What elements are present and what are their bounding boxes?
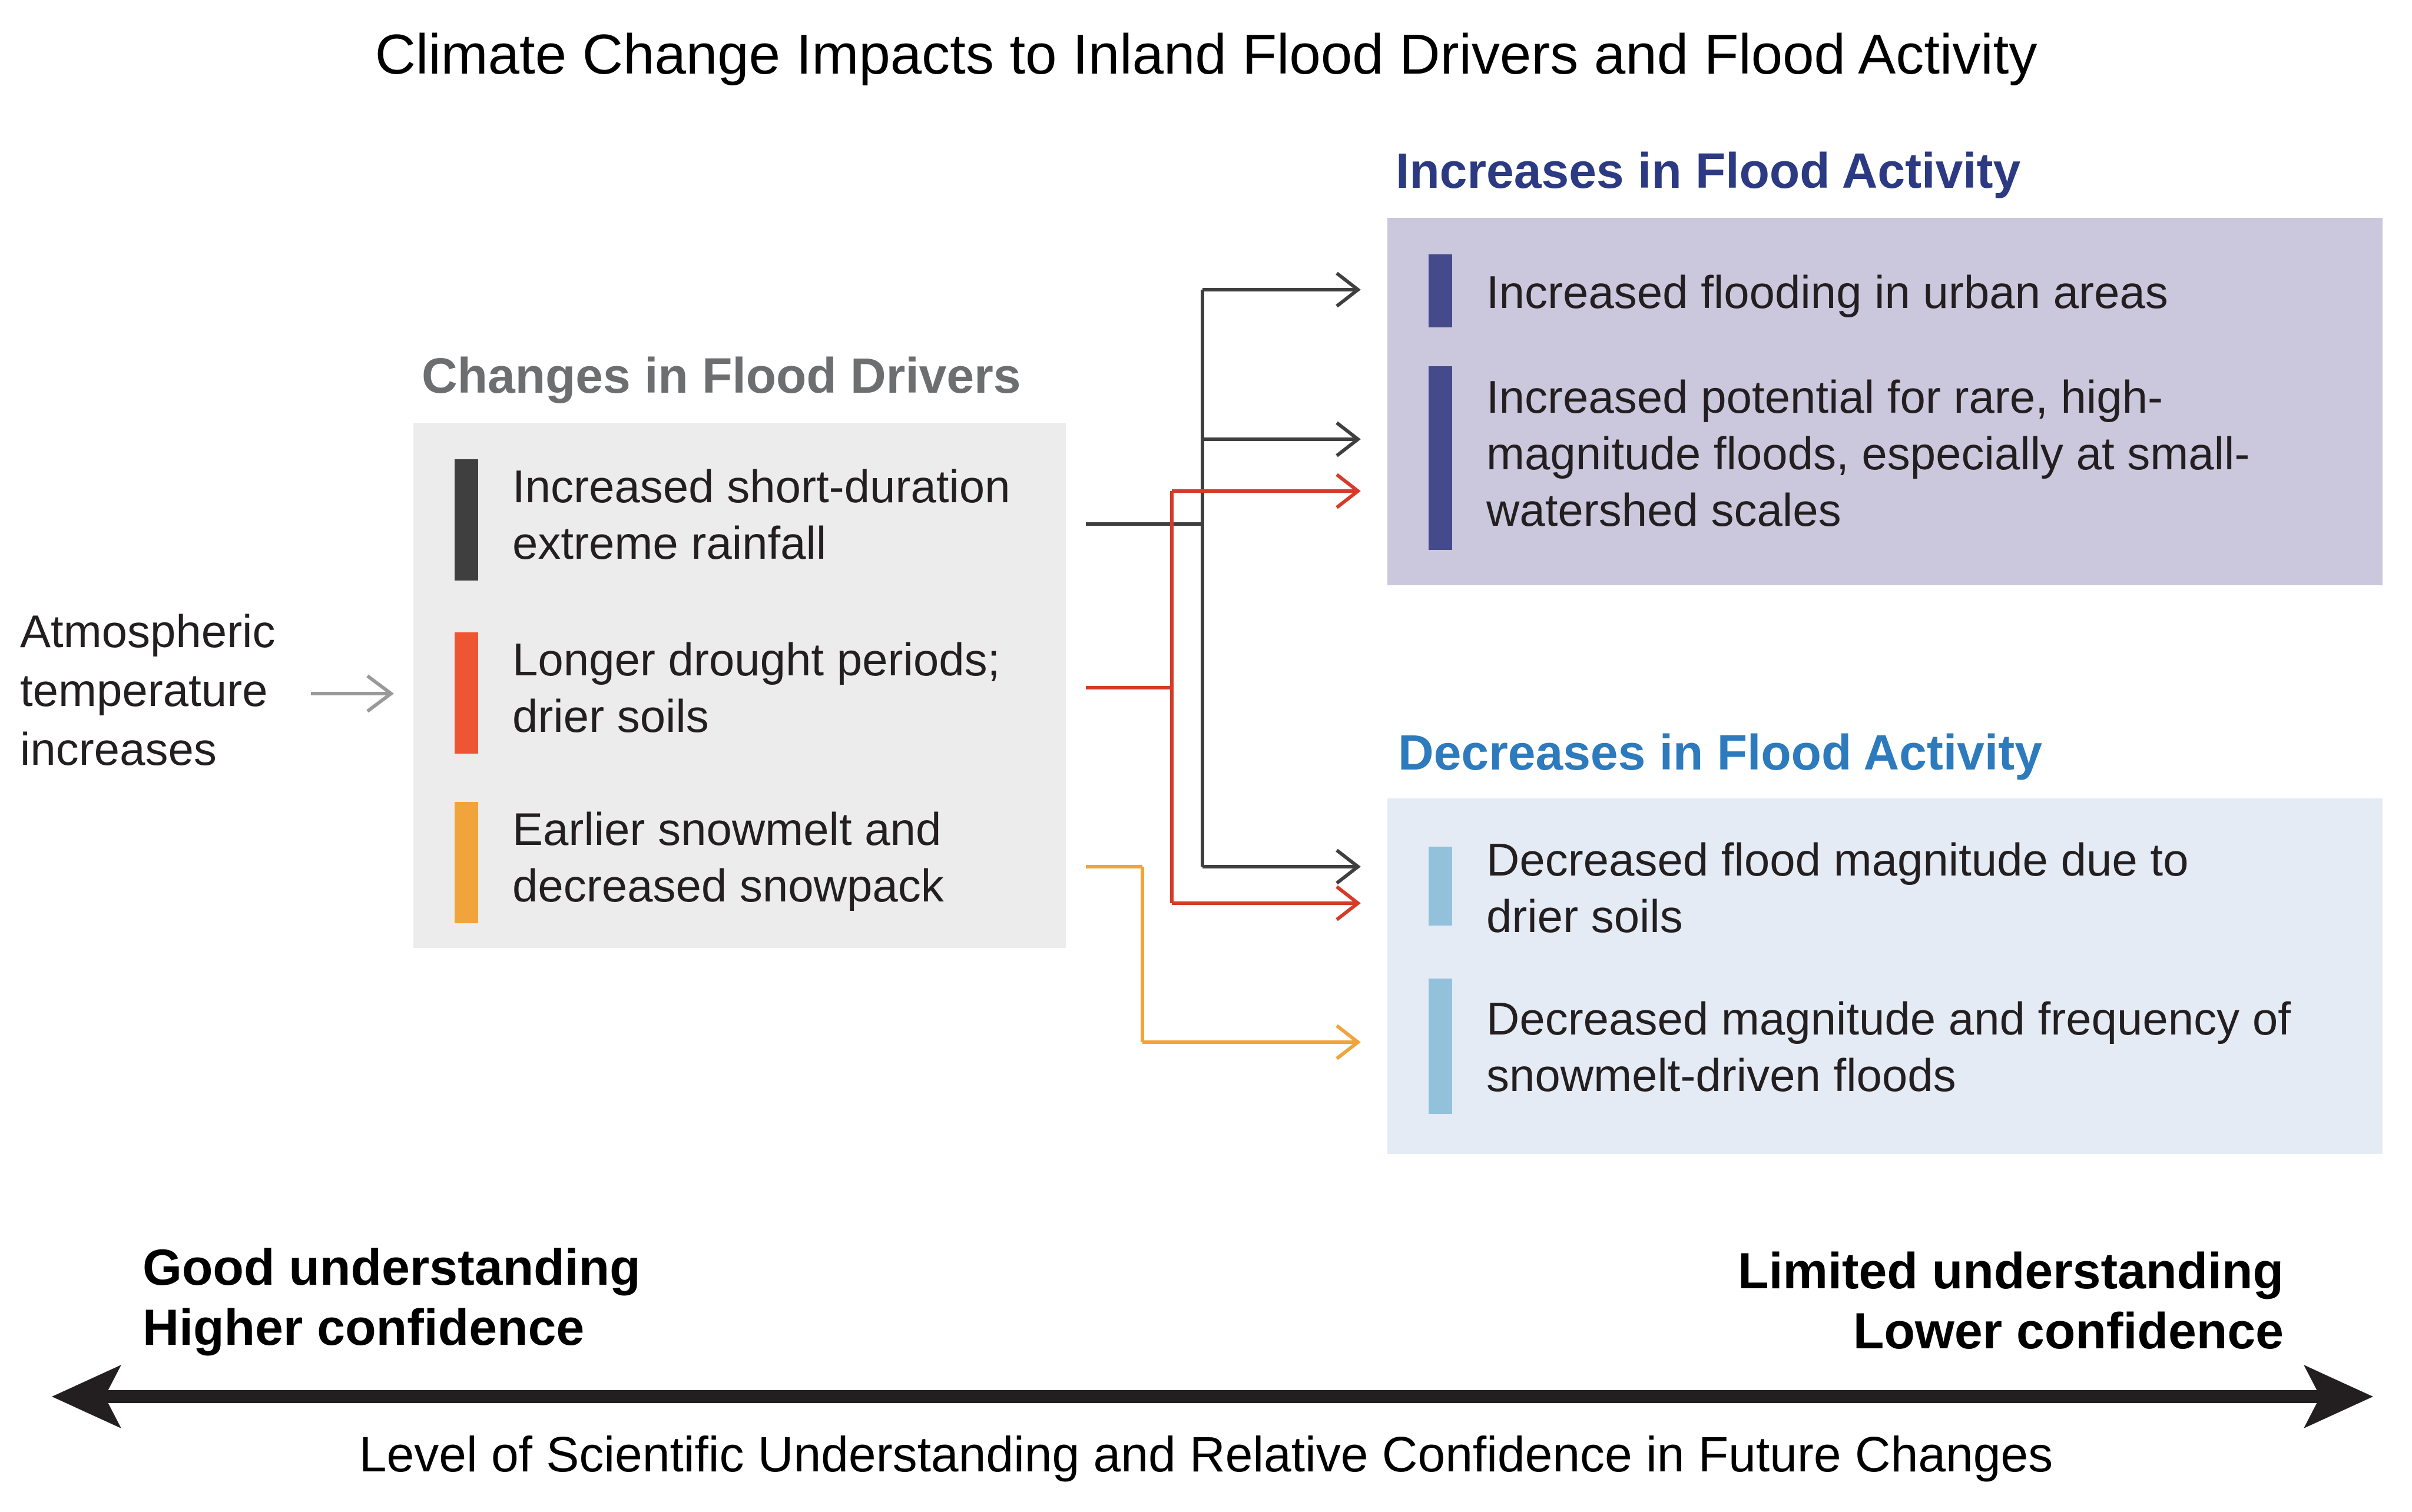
increase-rare-floods-line-2: magnitude floods, especially at small- [1486, 427, 2250, 479]
limited-understanding: Limited understanding [1738, 1243, 2284, 1299]
drivers-heading: Changes in Flood Drivers [422, 348, 1021, 403]
input-arrow [311, 674, 394, 713]
decreases-panel: Decreased flood magnitude due to drier s… [1387, 798, 2383, 1154]
urban-bar [1429, 254, 1452, 327]
increase-rare-floods-line-3: watershed scales [1486, 484, 1841, 536]
input-line-3: increases [20, 723, 217, 775]
confidence-right-label: Limited understanding Lower confidence [1738, 1241, 2284, 1361]
driver-rainfall-line-1: Increased short-duration [512, 460, 1010, 512]
diagram-title: Climate Change Impacts to Inland Flood D… [375, 23, 2037, 86]
decrease-drier-soils: Decreased flood magnitude due to drier s… [1486, 831, 2188, 944]
increase-rare-floods: Increased potential for rare, high- magn… [1486, 369, 2249, 538]
driver-rainfall: Increased short-duration extreme rainfal… [512, 458, 1010, 571]
increase-rare-floods-line-1: Increased potential for rare, high- [1486, 371, 2163, 423]
confidence-left-label: Good understanding Higher confidence [143, 1238, 641, 1358]
snowmelt-floods-bar [1429, 979, 1452, 1114]
driver-drought: Longer drought periods; drier soils [512, 631, 1000, 744]
good-understanding: Good understanding [143, 1239, 641, 1296]
lower-confidence: Lower confidence [1853, 1303, 2284, 1360]
decrease-snowmelt-floods-line-2: snowmelt-driven floods [1486, 1049, 1956, 1101]
driver-snowmelt: Earlier snowmelt and decreased snowpack [512, 801, 944, 914]
confidence-scale-arrow [52, 1365, 2373, 1428]
higher-confidence: Higher confidence [143, 1299, 585, 1356]
snowmelt-connector [1086, 865, 1361, 1060]
driver-drought-line-1: Longer drought periods; [512, 634, 1000, 685]
driver-snowmelt-line-1: Earlier snowmelt and [512, 803, 942, 855]
increase-urban: Increased flooding in urban areas [1486, 264, 2168, 320]
driver-drought-line-2: drier soils [512, 690, 709, 742]
input-line-2: temperature [20, 664, 268, 716]
drier-soils-bar [1429, 847, 1452, 926]
snowmelt-bar [455, 802, 478, 923]
decrease-drier-soils-line-1: Decreased flood magnitude due to [1486, 834, 2189, 886]
decrease-snowmelt-floods-line-1: Decreased magnitude and frequency of [1486, 993, 2291, 1045]
increase-urban-line-1: Increased flooding in urban areas [1486, 266, 2168, 318]
drought-bar [455, 632, 478, 754]
rainfall-bar [455, 459, 478, 581]
input-line-1: Atmospheric [20, 605, 276, 657]
input-label: Atmospheric temperature increases [20, 602, 276, 778]
decrease-snowmelt-floods: Decreased magnitude and frequency of sno… [1486, 990, 2291, 1103]
rare-floods-bar [1429, 366, 1452, 550]
decrease-drier-soils-line-2: drier soils [1486, 890, 1683, 942]
drought-connector [1086, 473, 1361, 921]
rainfall-connector [1086, 271, 1361, 885]
increases-panel: Increased flooding in urban areas Increa… [1387, 218, 2383, 585]
driver-rainfall-line-2: extreme rainfall [512, 517, 827, 569]
increases-heading: Increases in Flood Activity [1396, 143, 2021, 198]
drivers-panel: Increased short-duration extreme rainfal… [413, 423, 1066, 948]
driver-snowmelt-line-2: decreased snowpack [512, 860, 944, 911]
scale-label: Level of Scientific Understanding and Re… [359, 1427, 2053, 1482]
decreases-heading: Decreases in Flood Activity [1398, 725, 2042, 780]
